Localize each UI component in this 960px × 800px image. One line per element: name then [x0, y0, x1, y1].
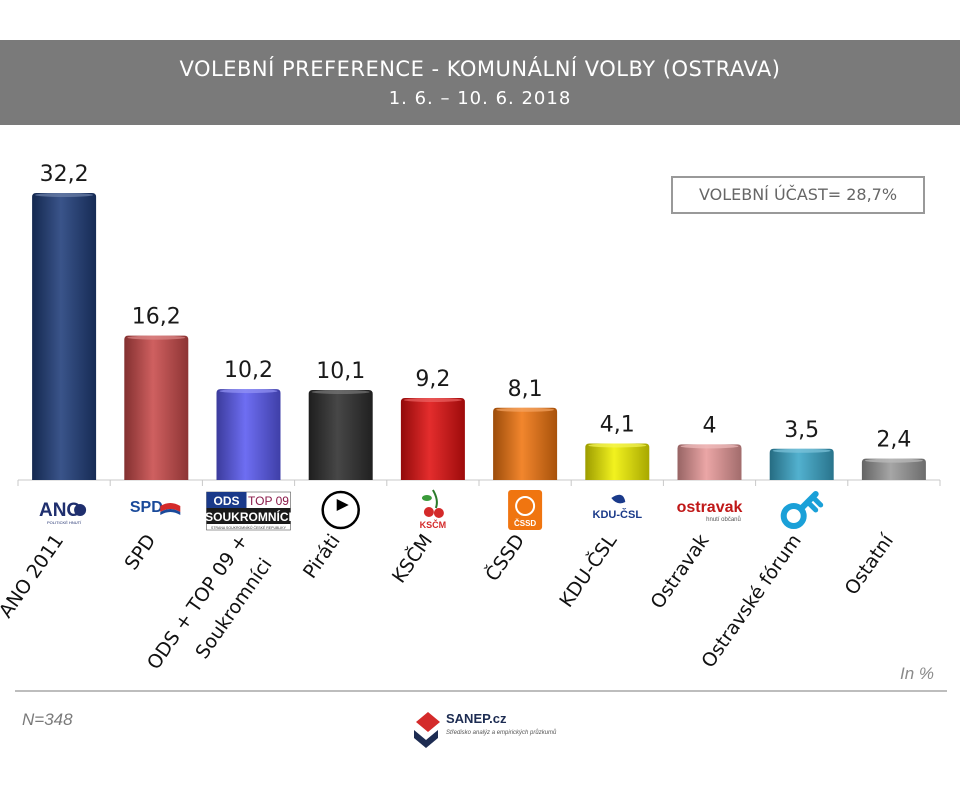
sanep-brand: SANEP.cz Středisko analýz a empirických …	[410, 708, 560, 750]
svg-text:KSČM: KSČM	[420, 519, 447, 530]
pirate-logo	[321, 490, 360, 530]
bar-value-label: 16,2	[132, 305, 181, 330]
bar-highlight	[127, 335, 186, 340]
bar-value-label: 4,1	[600, 412, 635, 437]
svg-text:POLITICKÉ HNUTÍ: POLITICKÉ HNUTÍ	[47, 520, 82, 525]
bar-highlight	[680, 444, 739, 449]
bar-2	[216, 389, 281, 480]
category-label: Piráti	[299, 530, 345, 582]
svg-text:KDU-ČSL: KDU-ČSL	[593, 508, 643, 521]
chart-header: VOLEBNÍ PREFERENCE - KOMUNÁLNÍ VOLBY (OS…	[0, 40, 960, 125]
bar-highlight	[864, 458, 923, 463]
kducsl-logo: KDU-ČSL	[593, 494, 643, 521]
category-label: Ostravské fórum	[697, 530, 805, 672]
svg-text:ČSSD: ČSSD	[514, 519, 536, 528]
bar-highlight	[219, 389, 278, 394]
bar-5	[493, 407, 558, 480]
bar-value-label: 2,4	[876, 428, 911, 453]
bar-value-label: 4	[703, 413, 717, 438]
svg-text:ostravak: ostravak	[677, 499, 743, 516]
category-label: SPD	[120, 530, 160, 574]
unit-label: In %	[900, 664, 935, 683]
ostravske-forum-logo	[780, 491, 824, 529]
bar-highlight	[588, 443, 647, 448]
cssd-logo: ČSSD	[508, 490, 543, 530]
bar-value-label: 9,2	[415, 367, 450, 392]
bar-highlight	[772, 448, 831, 453]
chart-date-range: 1. 6. – 10. 6. 2018	[388, 88, 572, 109]
svg-text:SOUKROMNÍCI: SOUKROMNÍCI	[205, 509, 292, 524]
svg-text:TOP 09: TOP 09	[248, 494, 289, 508]
bar-value-label: 3,5	[784, 418, 819, 443]
category-label: KSČM	[386, 529, 437, 587]
svg-text:ODS: ODS	[213, 494, 239, 508]
category-label: Ostatní	[841, 530, 899, 599]
bar-9	[861, 458, 926, 480]
bar-value-label: 8,1	[508, 377, 543, 402]
bar-0	[32, 193, 97, 480]
sanep-name: SANEP.cz	[446, 711, 507, 726]
bar-highlight	[496, 407, 555, 412]
svg-text:SPD: SPD	[130, 499, 163, 516]
bar-8	[769, 448, 834, 480]
spd-logo: SPD	[130, 499, 181, 516]
bar-value-label: 10,1	[316, 359, 365, 384]
bar-6	[585, 443, 650, 480]
bar-highlight	[311, 389, 370, 394]
chart-title: VOLEBNÍ PREFERENCE - KOMUNÁLNÍ VOLBY (OS…	[179, 57, 781, 81]
sanep-logo-icon	[414, 712, 440, 748]
bar-highlight	[403, 398, 462, 402]
sample-size: N=348	[22, 710, 73, 729]
bar-value-label: 10,2	[224, 358, 273, 383]
kscm-logo: KSČM	[420, 489, 447, 530]
bar-value-label: 32,2	[40, 162, 89, 187]
category-label: KDU-ČSL	[554, 529, 622, 612]
bar-3	[308, 389, 373, 480]
footer-divider	[15, 690, 947, 692]
category-label: ČSSD	[480, 529, 530, 585]
svg-text:STRANA SOUKROMNÍKŮ ČESKÉ REPUB: STRANA SOUKROMNÍKŮ ČESKÉ REPUBLIKY	[211, 525, 287, 530]
bar-1	[124, 335, 189, 480]
category-label: Ostravak	[646, 530, 713, 613]
bar-7	[677, 444, 742, 480]
bar-4	[400, 398, 465, 480]
svg-text:ANO: ANO	[39, 500, 81, 521]
sanep-tagline: Středisko analýz a empirických průzkumů	[446, 730, 557, 736]
turnout-box: VOLEBNÍ ÚČAST= 28,7%	[671, 176, 925, 214]
category-label: ANO 2011	[0, 530, 68, 622]
bar-highlight	[35, 193, 94, 197]
svg-text:hnutí občanů: hnutí občanů	[706, 516, 741, 523]
